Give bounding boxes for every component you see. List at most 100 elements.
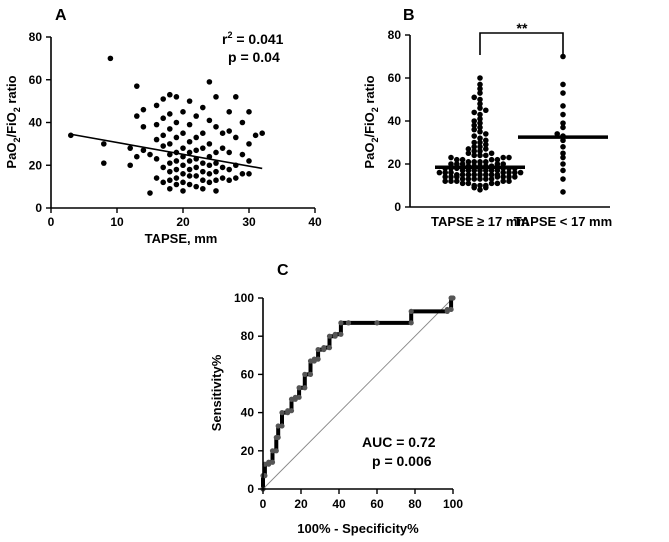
panel-c-roc-point (302, 371, 308, 377)
panel-b-point (477, 139, 483, 146)
panel-a-point (160, 115, 166, 122)
panel-b-point (500, 169, 507, 176)
panel-b-y-tick-label: 20 (388, 157, 402, 171)
panel-a-y-tick-label: 0 (35, 201, 42, 215)
panel-b-point (454, 161, 460, 167)
panel-c-roc-point (269, 448, 276, 454)
panel-a-point (233, 134, 239, 141)
panel-a-point (107, 55, 114, 62)
panel-b-point (483, 171, 489, 178)
panel-c-x-tick-label: 100 (443, 497, 463, 511)
panel-a-point (134, 113, 140, 119)
panel-b-point (454, 171, 460, 178)
panel-a-point (180, 179, 186, 186)
panel-b-point (512, 174, 518, 180)
panel-a-point (167, 185, 173, 192)
panel-a-point (233, 94, 239, 100)
panel-c-roc-point (338, 320, 344, 326)
panel-c-reference-line (262, 297, 454, 490)
panel-a-point (206, 141, 213, 147)
panel-a-x-title: TAPSE, mm (145, 231, 218, 246)
panel-b-point (477, 101, 483, 107)
panel-a-x-ticks: 0 10 20 30 40 (48, 208, 322, 229)
panel-b-point (483, 159, 489, 165)
panel-b-point (436, 169, 443, 176)
panel-a-point (246, 171, 252, 177)
panel-c-roc-point (444, 306, 450, 313)
panel-a-point (101, 160, 107, 166)
panel-c-x-tick-label: 40 (332, 497, 346, 511)
panel-a-point (173, 158, 180, 164)
panel-b-point (483, 107, 489, 114)
panel-a-point (219, 164, 226, 171)
panel-b-point (483, 167, 489, 174)
panel-b-point (477, 159, 483, 165)
panel-c-roc-point (275, 434, 281, 441)
panel-b-point (471, 126, 478, 133)
panel-a-point (101, 141, 107, 147)
panel-b-point (477, 90, 483, 96)
panel-a: A 0 20 40 60 80 0 10 20 30 40 TAPSE, mm PaO2/FiO… (4, 7, 322, 246)
panel-c-y-tick-label: 0 (247, 482, 254, 496)
panel-a-point (160, 179, 166, 186)
panel-c-roc-point (266, 459, 272, 465)
panel-c-roc-point (326, 333, 333, 339)
panel-a-point (167, 177, 173, 184)
panel-c-roc-point (285, 408, 291, 414)
panel-a-y-title: PaO2/FiO2 ratio (4, 75, 22, 168)
panel-b-point (483, 137, 489, 144)
panel-a-point (173, 119, 180, 126)
panel-b-point (494, 180, 501, 187)
panel-c-roc-point (269, 459, 276, 465)
panel-a-point (180, 109, 186, 115)
panel-c-roc-point (273, 448, 279, 454)
panel-c-roc-point (450, 295, 456, 301)
panel-a-point (252, 132, 259, 139)
panel-a-point (206, 117, 213, 124)
panel-c-y-tick-label: 60 (241, 367, 255, 381)
panel-b-point (500, 161, 507, 167)
panel-a-point (226, 128, 232, 134)
panel-a-point (206, 171, 213, 177)
panel-b-point (465, 167, 472, 174)
panel-a-point (173, 166, 180, 173)
panel-c-roc-point (292, 394, 298, 400)
panel-c-y-tick-label: 20 (241, 444, 255, 458)
panel-a-point (167, 160, 173, 166)
panel-a-point (167, 151, 173, 158)
panel-b-point (448, 178, 454, 184)
panel-b-point (512, 169, 518, 176)
panel-a-point (186, 181, 193, 188)
panel-b-point (560, 161, 566, 167)
panel-c-y-title: Sensitivity% (209, 354, 224, 431)
panel-c-roc-point (374, 320, 380, 326)
panel-b-point (459, 156, 466, 163)
panel-a-point (180, 130, 186, 136)
panel-c-roc-point (275, 423, 281, 429)
panel-c-roc-point (345, 320, 352, 326)
panel-a-x-tick-label: 20 (176, 215, 190, 229)
panel-b-medians (435, 135, 608, 169)
panel-b-point (488, 167, 495, 174)
panel-c-roc-point (326, 345, 333, 351)
panel-b-point (477, 96, 483, 103)
panel-b-point (494, 161, 501, 167)
panel-b-point (442, 178, 449, 184)
panel-c-roc-markers (260, 295, 456, 492)
panel-b-point (560, 144, 566, 150)
panel-a-point (193, 113, 199, 119)
panel-a-point (186, 166, 193, 173)
panel-c-roc-point (408, 320, 414, 326)
panel-b-point (494, 156, 501, 163)
panel-c-roc-point (296, 385, 302, 391)
panel-a-point (167, 126, 173, 132)
panel-b-point (471, 148, 478, 154)
panel-a-point (213, 149, 219, 156)
panel-c-roc-point (307, 371, 314, 377)
panel-a-point (206, 79, 213, 85)
panel-a-point (213, 177, 219, 184)
panel-b-point (471, 152, 478, 159)
panel-b-point (560, 103, 566, 109)
panel-b-point (477, 85, 483, 92)
panel-a-point (153, 136, 160, 143)
